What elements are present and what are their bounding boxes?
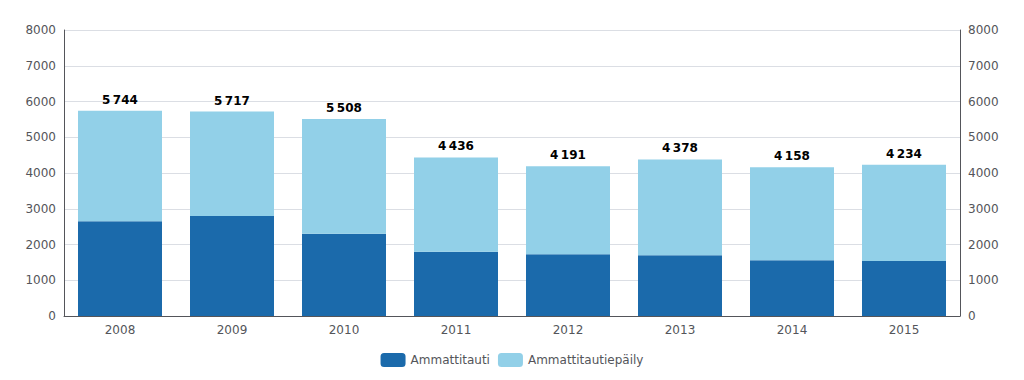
svg-text:0: 0 — [968, 309, 976, 323]
svg-text:8000: 8000 — [968, 23, 999, 37]
svg-text:4000: 4000 — [968, 166, 999, 180]
svg-text:5 744: 5 744 — [102, 93, 138, 107]
svg-text:Ammattitauti: Ammattitauti — [411, 353, 490, 367]
svg-text:1000: 1000 — [25, 273, 56, 287]
svg-text:4 191: 4 191 — [550, 148, 586, 162]
svg-text:4 378: 4 378 — [662, 141, 698, 155]
svg-text:6000: 6000 — [25, 95, 56, 109]
svg-text:Ammattitautiepäily: Ammattitautiepäily — [528, 353, 644, 367]
svg-text:6000: 6000 — [968, 95, 999, 109]
svg-text:4 436: 4 436 — [438, 139, 474, 153]
svg-text:5000: 5000 — [25, 130, 56, 144]
svg-text:4 158: 4 158 — [774, 149, 810, 163]
svg-text:2009: 2009 — [217, 323, 248, 337]
svg-text:0: 0 — [48, 309, 56, 323]
svg-text:4000: 4000 — [25, 166, 56, 180]
svg-text:2015: 2015 — [889, 323, 920, 337]
svg-text:2012: 2012 — [553, 323, 584, 337]
svg-text:3000: 3000 — [968, 202, 999, 216]
svg-text:5 508: 5 508 — [326, 101, 362, 115]
svg-text:2000: 2000 — [25, 238, 56, 252]
svg-text:4 234: 4 234 — [886, 147, 922, 161]
svg-text:2010: 2010 — [329, 323, 360, 337]
svg-text:2014: 2014 — [777, 323, 808, 337]
svg-text:3000: 3000 — [25, 202, 56, 216]
svg-text:2013: 2013 — [665, 323, 696, 337]
svg-text:7000: 7000 — [968, 59, 999, 73]
svg-text:8000: 8000 — [25, 23, 56, 37]
svg-text:2008: 2008 — [105, 323, 136, 337]
svg-text:5000: 5000 — [968, 130, 999, 144]
svg-text:1000: 1000 — [968, 273, 999, 287]
svg-text:2000: 2000 — [968, 238, 999, 252]
svg-text:2011: 2011 — [441, 323, 472, 337]
svg-text:7000: 7000 — [25, 59, 56, 73]
svg-text:5 717: 5 717 — [214, 94, 250, 108]
